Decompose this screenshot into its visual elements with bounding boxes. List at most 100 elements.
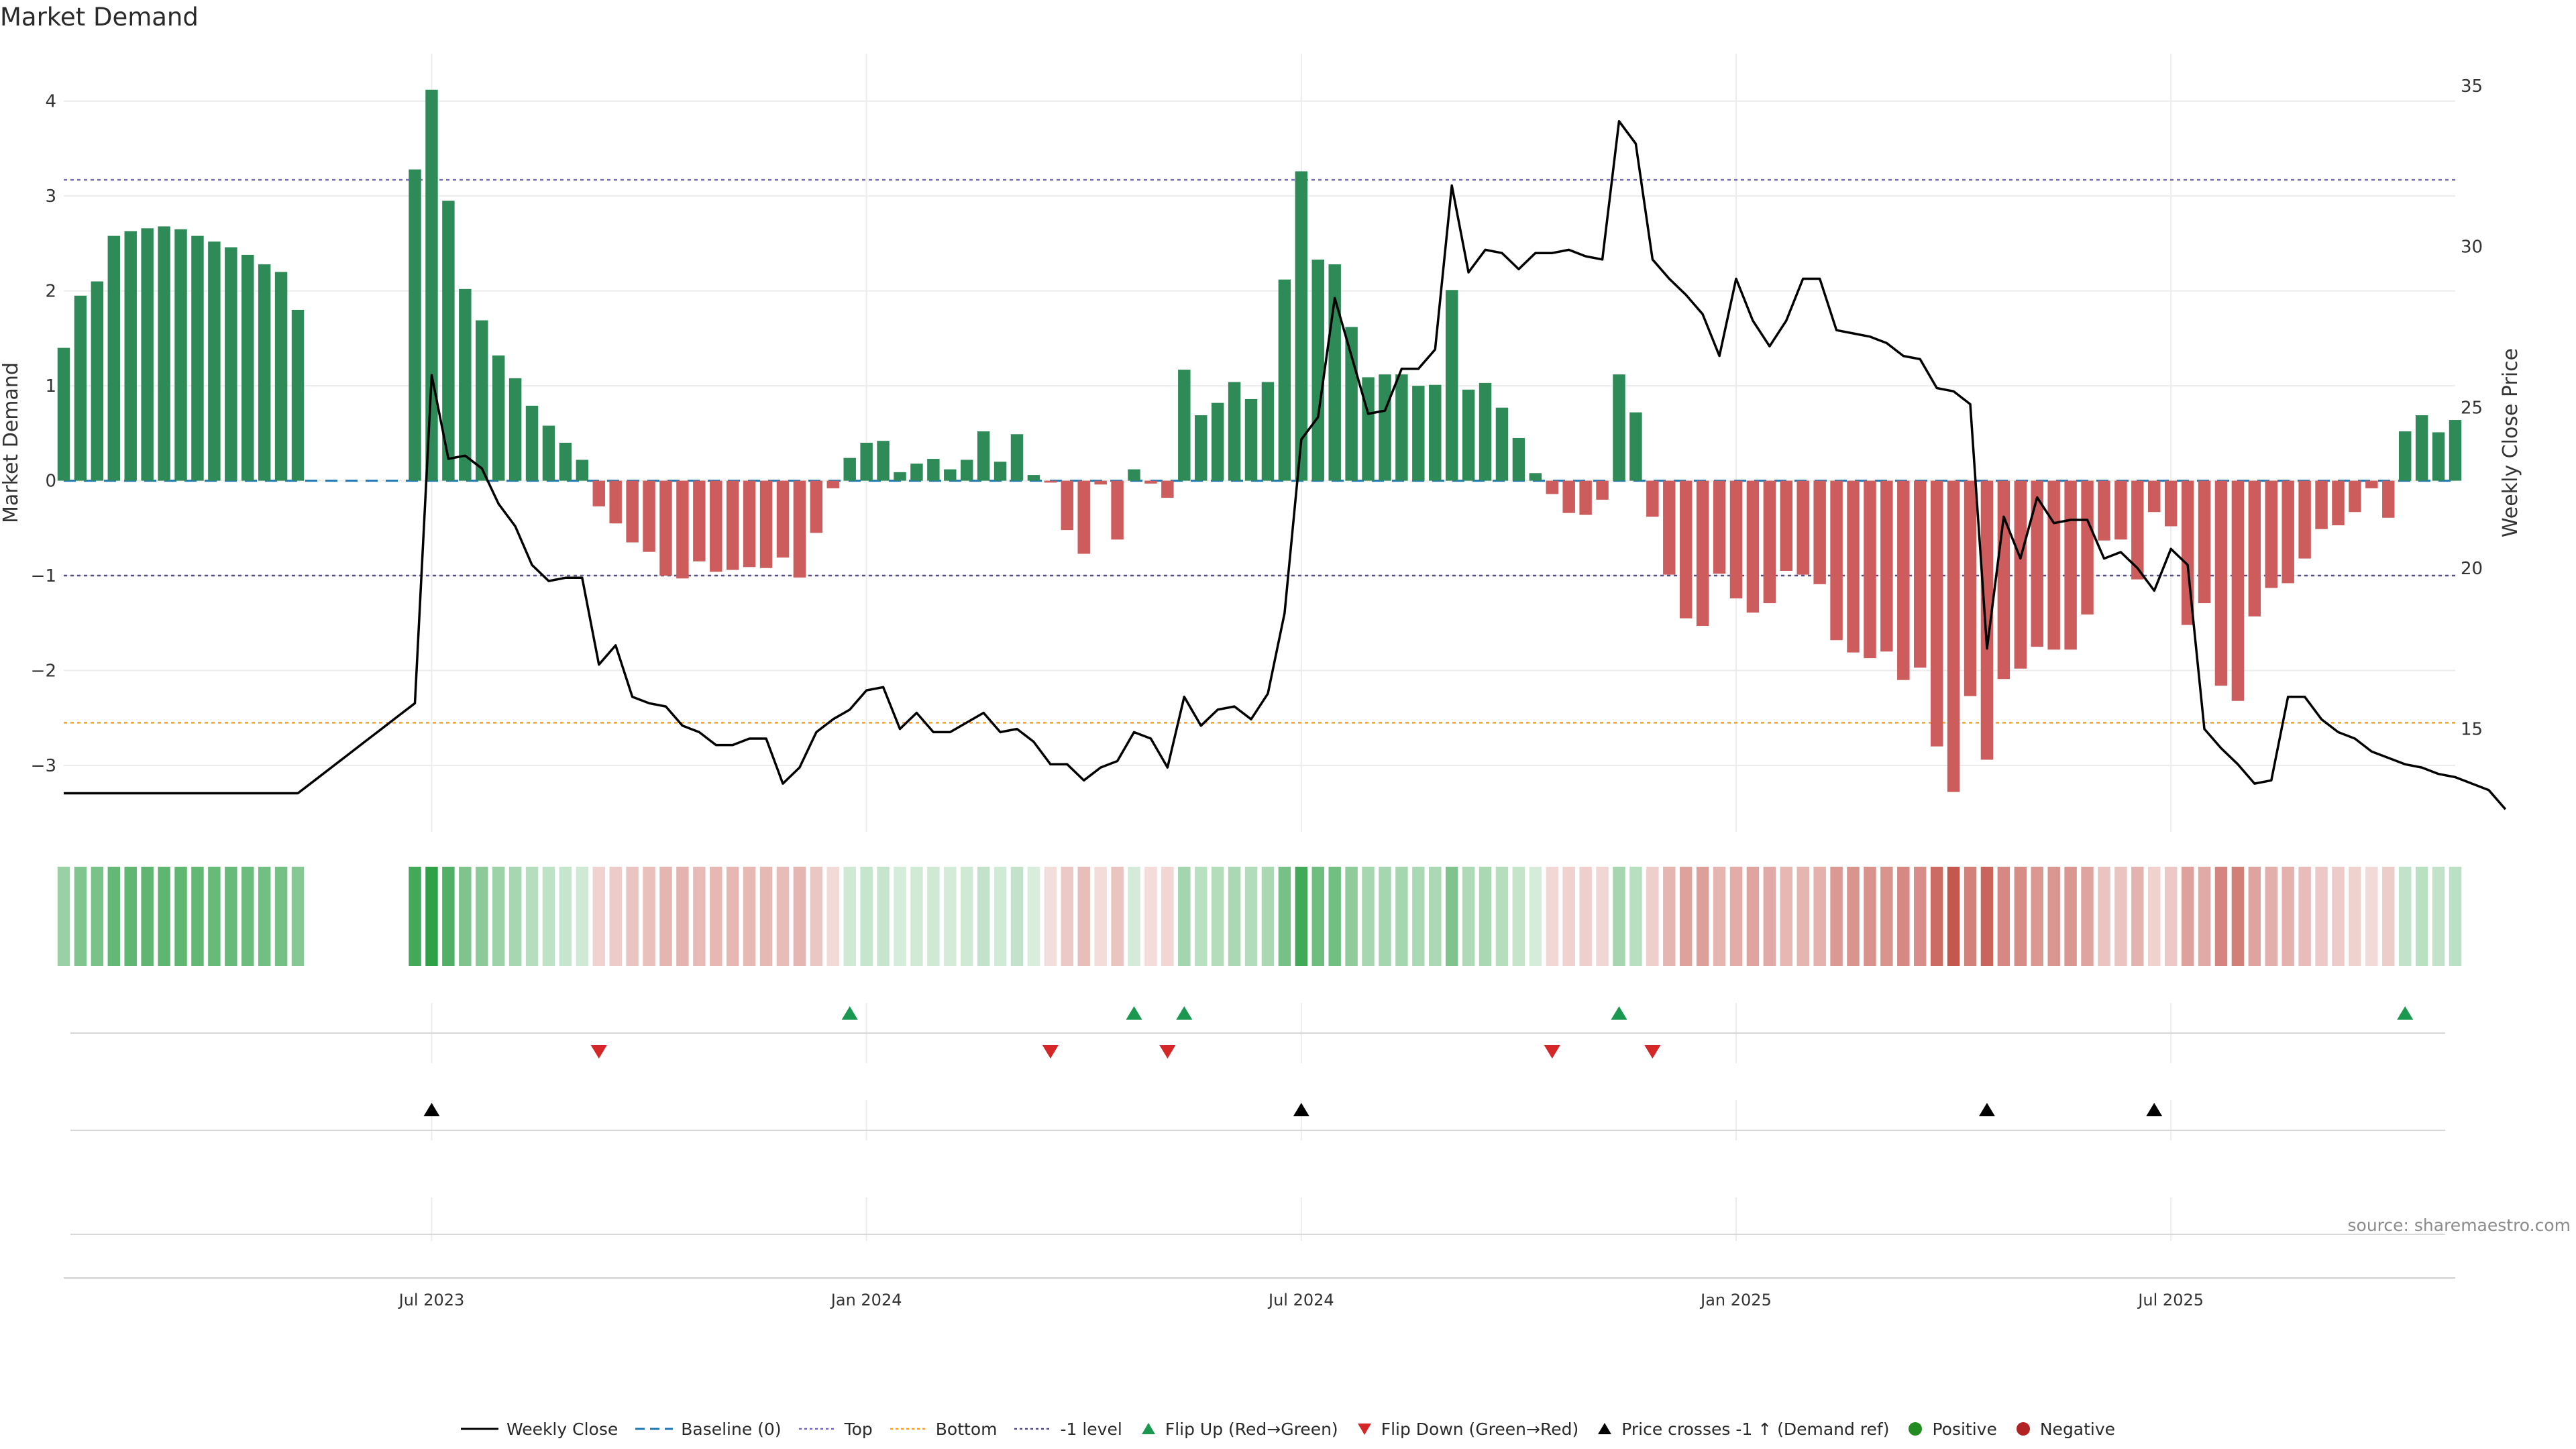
demand-bar-positive — [508, 378, 522, 481]
level-lines — [64, 178, 2455, 724]
heat-cell-negative — [793, 867, 806, 966]
heat-cell-positive — [994, 867, 1007, 966]
demand-bar-negative — [2098, 480, 2110, 541]
demand-bar-positive — [158, 226, 170, 481]
demand-bar-positive — [241, 254, 254, 481]
demand-bar-positive — [1211, 402, 1224, 481]
demand-bar-positive — [1345, 327, 1358, 481]
y2-tick-label: 35 — [2461, 76, 2483, 97]
heat-cell-positive — [1395, 867, 1408, 966]
demand-bar-positive — [459, 288, 472, 481]
heat-cell-negative — [1780, 867, 1793, 966]
demand-bar-negative — [2014, 480, 2027, 669]
demand-bar-negative — [1729, 480, 1743, 598]
heat-cell-positive — [576, 867, 589, 966]
heat-cell-positive — [124, 867, 137, 966]
demand-bar-positive — [258, 264, 271, 481]
heat-cell-negative — [776, 867, 790, 966]
price-series — [64, 119, 2507, 810]
demand-bar-positive — [1445, 290, 1458, 481]
demand-bar-negative — [2365, 480, 2378, 488]
legend: Weekly Close Baseline (0) Top Bottom -1 leve… — [0, 1414, 2576, 1444]
heat-cell-negative — [1077, 867, 1090, 966]
demand-bar-negative — [1813, 480, 1826, 584]
axes: 4 3 2 1 0 −1 −2 −3 35 30 25 20 15 Jul 2023 Jan 2024 Jul… — [0, 76, 2522, 1309]
heat-cell-negative — [626, 867, 639, 966]
legend-label: Baseline (0) — [681, 1419, 782, 1439]
demand-bar-negative — [659, 480, 672, 576]
demand-bar-negative — [676, 480, 689, 579]
heat-cell-negative — [1596, 867, 1609, 966]
heat-cell-negative — [2064, 867, 2077, 966]
demand-bar-negative — [1663, 480, 1676, 575]
heat-cell-positive — [241, 867, 254, 966]
heat-cell-positive — [57, 867, 70, 966]
demand-bar-negative — [1713, 480, 1726, 574]
demand-bar-positive — [1195, 415, 1208, 481]
heat-cell-positive — [2398, 867, 2412, 966]
demand-bar-positive — [442, 201, 455, 481]
heat-cell-negative — [1044, 867, 1057, 966]
demand-bar-negative — [592, 480, 605, 506]
demand-bar-negative — [2114, 480, 2127, 540]
demand-bar-positive — [191, 235, 204, 481]
heat-cell-positive — [2415, 867, 2428, 966]
flip-up-marker — [2397, 1006, 2414, 1020]
demand-bar-positive — [927, 459, 940, 481]
demand-bar-positive — [1328, 264, 1341, 481]
demand-bar-negative — [2031, 480, 2043, 647]
heat-cell-positive — [508, 867, 522, 966]
demand-bar-positive — [1412, 386, 1425, 481]
legend-label: Top — [844, 1419, 873, 1439]
heat-cell-negative — [1546, 867, 1559, 966]
heat-cell-negative — [2231, 867, 2245, 966]
heat-cell-negative — [810, 867, 823, 966]
heat-cell-negative — [2382, 867, 2395, 966]
heat-cell-negative — [1813, 867, 1826, 966]
demand-bar-positive — [1429, 384, 1442, 481]
heat-cell-negative — [676, 867, 689, 966]
demand-bar-negative — [710, 480, 722, 572]
demand-bar-negative — [1763, 480, 1776, 604]
flip-down-marker — [1644, 1045, 1661, 1059]
demand-bar-negative — [609, 480, 622, 524]
demand-bar-negative — [693, 480, 706, 561]
heat-cell-positive — [91, 867, 104, 966]
y2-tick-label: 15 — [2461, 720, 2483, 740]
heat-cell-negative — [1880, 867, 1893, 966]
demand-bar-negative — [1796, 480, 1809, 575]
heat-cell-positive — [107, 867, 121, 966]
y-tick-label: −2 — [31, 661, 56, 682]
legend-label: -1 level — [1060, 1419, 1122, 1439]
heat-cell-positive — [174, 867, 187, 966]
heat-cell-negative — [1061, 867, 1074, 966]
heat-cell-negative — [1746, 867, 1760, 966]
heat-cell-negative — [693, 867, 706, 966]
demand-bar-negative — [1111, 480, 1124, 540]
demand-bar-negative — [2081, 480, 2094, 615]
demand-bar-negative — [1864, 480, 1876, 659]
demand-bar-positive — [1529, 473, 1542, 481]
demand-bar-positive — [225, 247, 237, 481]
demand-bar-positive — [944, 469, 957, 481]
demand-bar-positive — [1311, 259, 1324, 481]
demand-bar-negative — [2282, 480, 2294, 584]
y2-axis-title: Weekly Close Price — [2499, 348, 2522, 537]
price-legend-icon — [460, 1428, 498, 1430]
demand-bar-negative — [2382, 480, 2395, 518]
demand-bar-positive — [2432, 432, 2445, 481]
demand-bar-negative — [759, 480, 773, 568]
demand-bar-positive — [141, 228, 154, 481]
flip-up-legend-icon — [1141, 1423, 1155, 1434]
x-tick-label: Jul 2024 — [1267, 1291, 1334, 1309]
demand-bar-positive — [1362, 377, 1375, 481]
heat-cell-positive — [525, 867, 539, 966]
heat-cell-positive — [1228, 867, 1241, 966]
heat-cell-negative — [1663, 867, 1676, 966]
heat-cell-negative — [1646, 867, 1659, 966]
price-cross-marker — [1293, 1103, 1309, 1116]
demand-bar-positive — [2398, 431, 2412, 481]
heat-cell-negative — [2265, 867, 2277, 966]
demand-bar-positive — [1228, 382, 1241, 481]
demand-bar-negative — [1679, 480, 1693, 619]
